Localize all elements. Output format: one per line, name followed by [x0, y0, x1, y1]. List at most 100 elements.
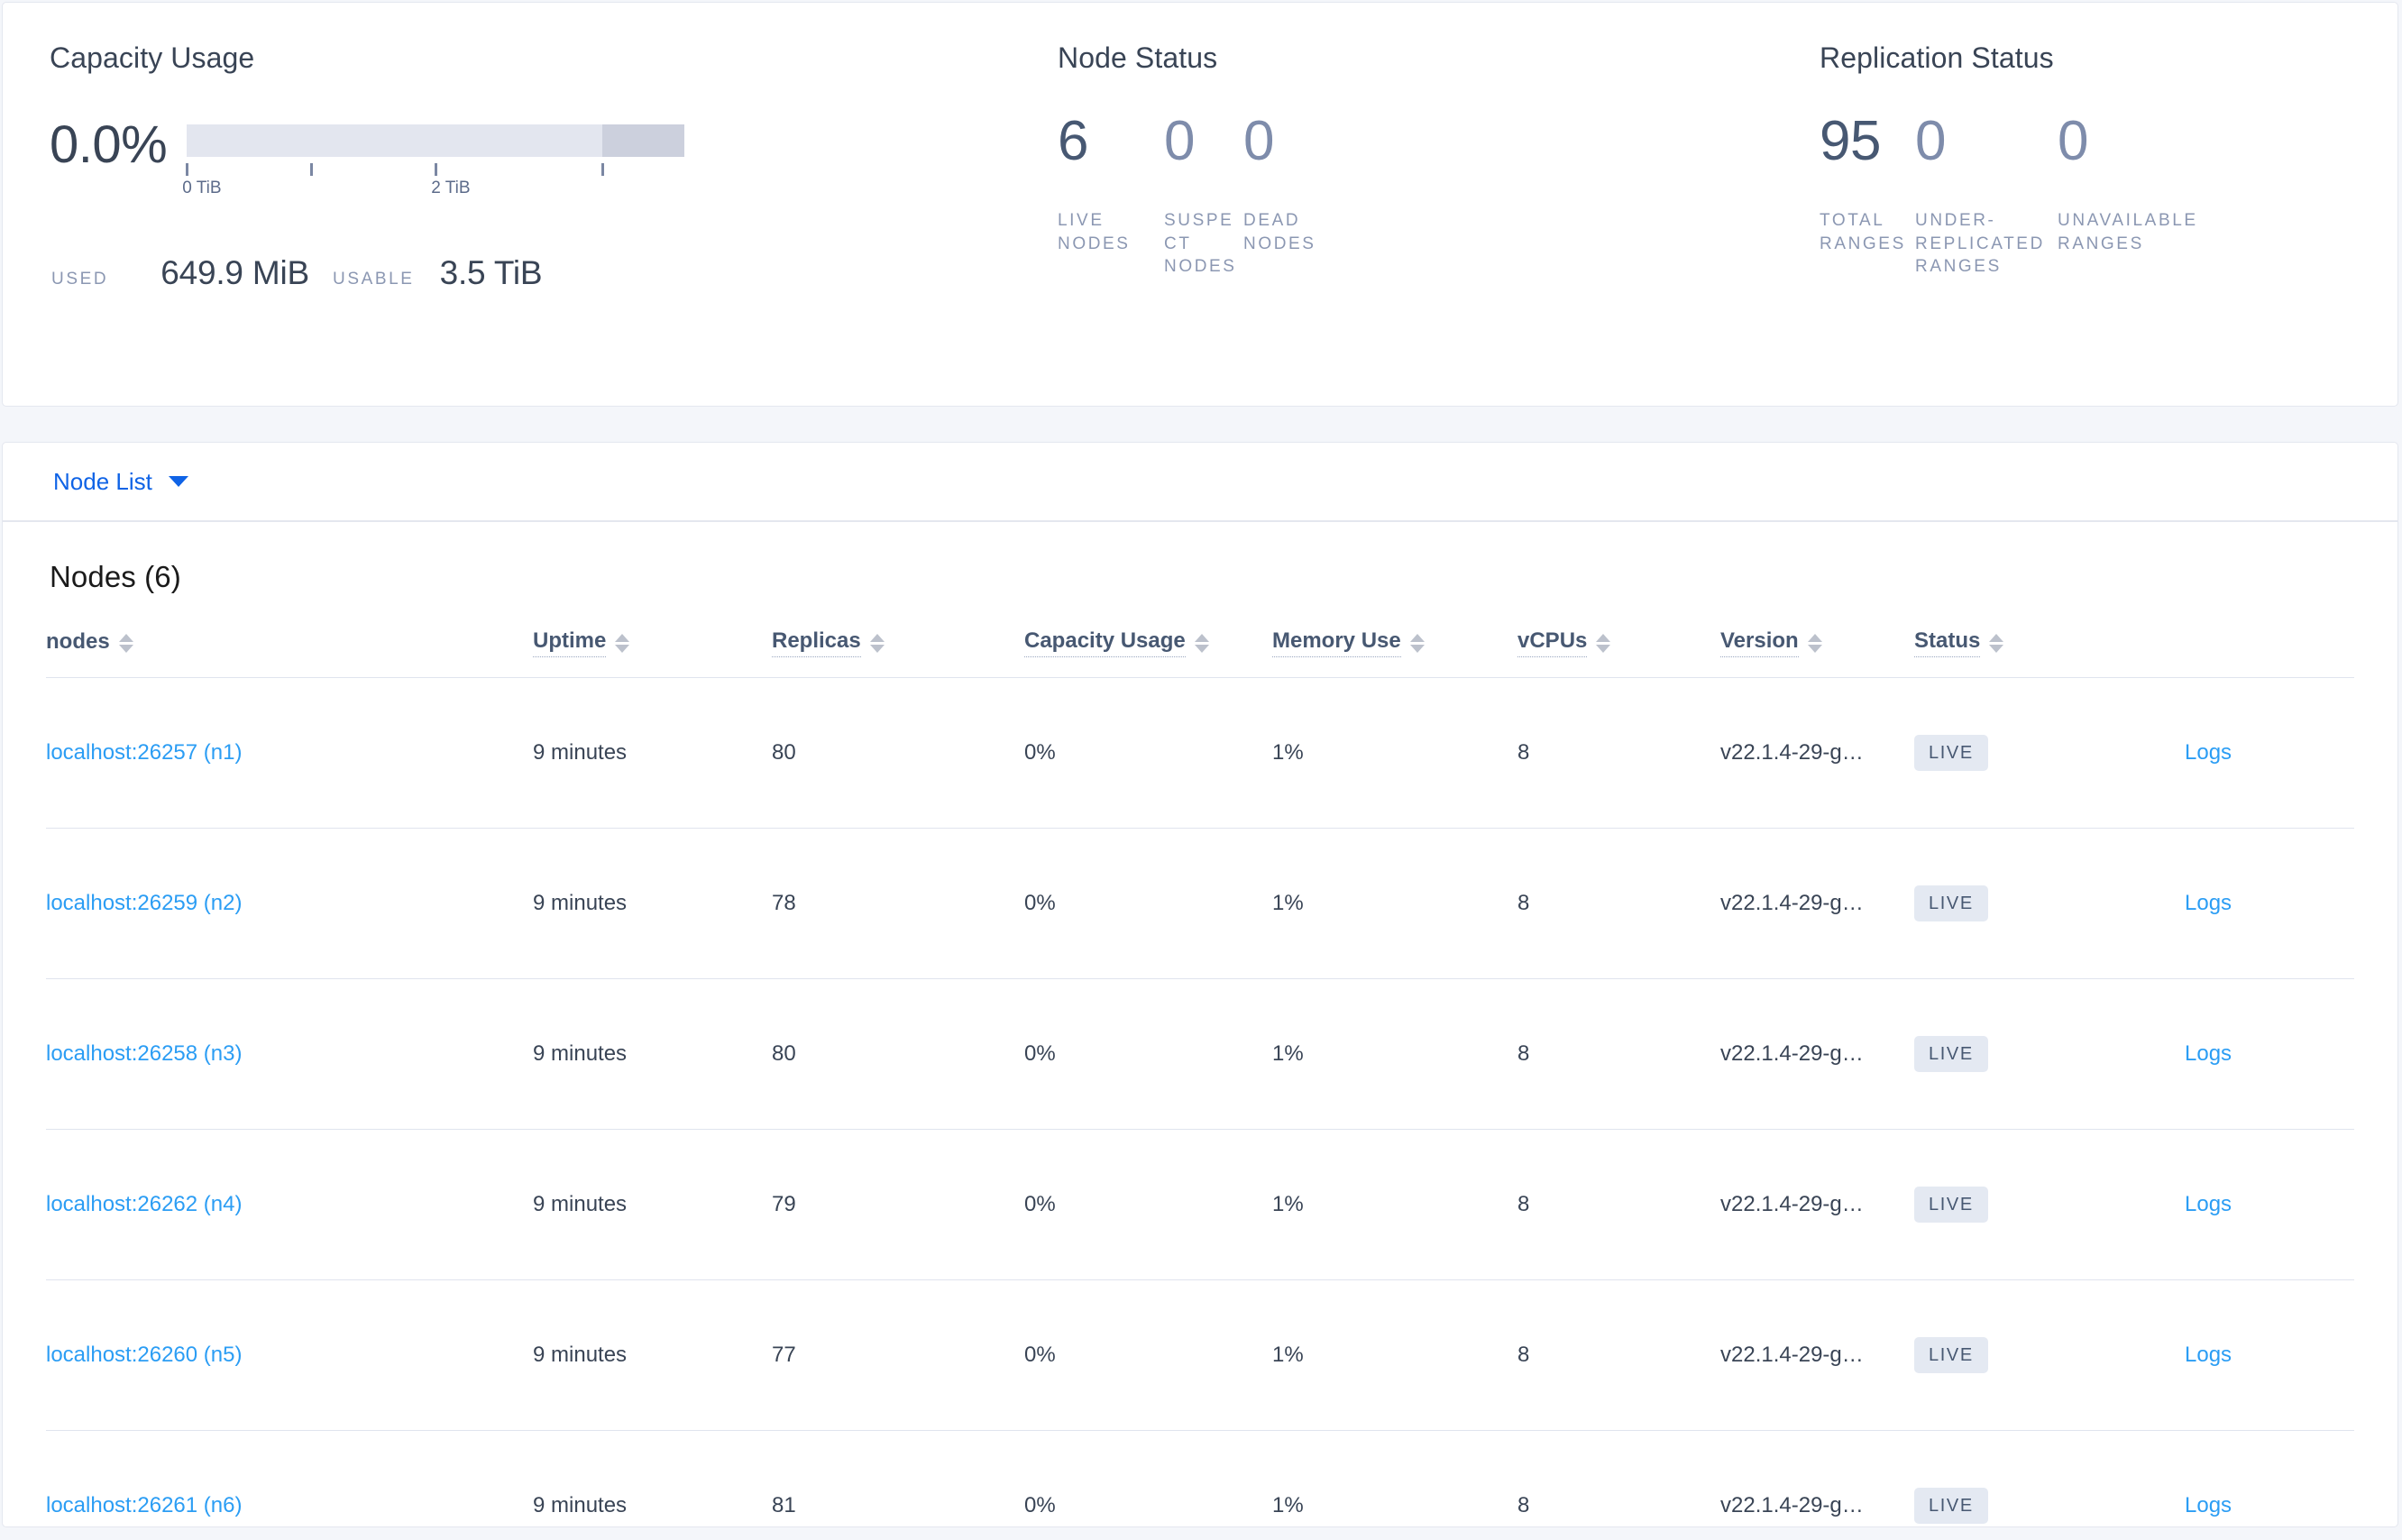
- capacity-axis-tick-1: [310, 163, 314, 177]
- usable-value: 3.5 TiB: [439, 254, 543, 292]
- cell-replicas: 80: [772, 978, 1024, 1130]
- replication-status-stat-2-value: 0: [2058, 110, 2088, 173]
- replication-status-stat-2: 0 UNAVAILABLE RANGES: [2058, 114, 2220, 279]
- cell-capacity-usage: 0%: [1024, 1279, 1272, 1431]
- sort-toggle-icon[interactable]: [1596, 633, 1611, 653]
- cell-memory-use: 1%: [1272, 828, 1517, 979]
- node-list-card: Nodes (6) nodes Uptime Replicas Capacity Us…: [2, 521, 2398, 1527]
- sort-toggle-icon[interactable]: [615, 633, 630, 653]
- nodes-table-header-row: nodes Uptime Replicas Capacity Usage Memory …: [46, 628, 2354, 678]
- column-header-node[interactable]: nodes: [46, 628, 533, 678]
- logs-link[interactable]: Logs: [2185, 1041, 2232, 1066]
- cell-logs: Logs: [2185, 1129, 2354, 1280]
- capacity-percent-value: 0.0%: [50, 115, 168, 175]
- cell-memory-use: 1%: [1272, 1129, 1517, 1280]
- cell-vcpus: 8: [1517, 828, 1720, 979]
- cell-replicas: 80: [772, 677, 1024, 829]
- node-link[interactable]: localhost:26259 (n2): [46, 891, 243, 915]
- node-list-dropdown[interactable]: Node List: [53, 468, 188, 496]
- used-value: 649.9 MiB: [160, 254, 309, 292]
- capacity-usage-chart-row: 0.0% 0 TiB 2 TiB: [50, 115, 1049, 198]
- cell-status: LIVE: [1914, 1129, 2185, 1280]
- capacity-axis-label-0: 0 TiB: [182, 179, 222, 198]
- node-status-stat-2-value: 0: [1243, 110, 1274, 173]
- node-status-stats: 6 LIVE NODES 0 SUSPECT NODES 0 DEAD NODES: [1058, 114, 1811, 279]
- logs-link[interactable]: Logs: [2185, 740, 2232, 765]
- replication-status-stat-0-value: 95: [1820, 110, 1881, 173]
- node-status-title: Node Status: [1058, 41, 1218, 74]
- column-header-version[interactable]: Version: [1720, 628, 1914, 678]
- logs-link[interactable]: Logs: [2185, 891, 2232, 915]
- capacity-bar: [187, 124, 685, 158]
- table-row: localhost:26257 (n1) 9 minutes 80 0% 1% 8 v22.…: [46, 677, 2354, 829]
- replication-status-stats: 95 TOTAL RANGES 0 UNDER-REPLICATED RANGES 0 U…: [1820, 114, 2397, 279]
- column-header-vcpus[interactable]: vCPUs: [1517, 628, 1720, 678]
- node-link[interactable]: localhost:26260 (n5): [46, 1343, 243, 1367]
- cell-uptime: 9 minutes: [533, 1129, 772, 1280]
- cell-status: LIVE: [1914, 677, 2185, 829]
- cell-replicas: 81: [772, 1430, 1024, 1526]
- replication-status-stat-2-label: UNAVAILABLE RANGES: [2058, 211, 2198, 253]
- column-header-capacity[interactable]: Capacity Usage: [1024, 628, 1272, 678]
- capacity-bar-remainder-segment: [602, 124, 685, 158]
- node-link[interactable]: localhost:26261 (n6): [46, 1493, 243, 1517]
- cell-node-name: localhost:26261 (n6): [46, 1430, 533, 1526]
- replication-status-stat-1-label: UNDER-REPLICATED RANGES: [1915, 211, 2045, 277]
- capacity-bar-chart: 0 TiB 2 TiB: [182, 124, 685, 198]
- logs-link[interactable]: Logs: [2185, 1192, 2232, 1216]
- replication-status-title: Replication Status: [1820, 41, 2054, 74]
- cell-logs: Logs: [2185, 1430, 2354, 1526]
- cell-uptime: 9 minutes: [533, 1430, 772, 1526]
- cell-memory-use: 1%: [1272, 677, 1517, 829]
- cell-node-name: localhost:26257 (n1): [46, 677, 533, 829]
- cell-replicas: 79: [772, 1129, 1024, 1280]
- column-header-memory-label: Memory Use: [1272, 628, 1401, 657]
- cell-node-name: localhost:26258 (n3): [46, 978, 533, 1130]
- table-row: localhost:26258 (n3) 9 minutes 80 0% 1% 8 v22.…: [46, 978, 2354, 1130]
- column-header-logs: [2185, 628, 2354, 678]
- sort-toggle-icon[interactable]: [1807, 633, 1822, 653]
- node-link[interactable]: localhost:26262 (n4): [46, 1192, 243, 1216]
- sort-toggle-icon[interactable]: [1409, 633, 1425, 653]
- cell-version: v22.1.4-29-g…: [1720, 828, 1914, 979]
- cell-uptime: 9 minutes: [533, 677, 772, 829]
- sort-toggle-icon[interactable]: [118, 634, 133, 653]
- capacity-axis-tick-2: [435, 163, 438, 177]
- node-link[interactable]: localhost:26257 (n1): [46, 740, 243, 765]
- cell-version: v22.1.4-29-g…: [1720, 677, 1914, 829]
- column-header-vcpus-label: vCPUs: [1517, 628, 1588, 657]
- capacity-axis-tick-3: [601, 163, 605, 177]
- node-status-stat-0: 6 LIVE NODES: [1058, 114, 1164, 279]
- cell-logs: Logs: [2185, 978, 2354, 1130]
- capacity-axis-ticks: [186, 163, 684, 177]
- cell-replicas: 77: [772, 1279, 1024, 1431]
- cell-capacity-usage: 0%: [1024, 677, 1272, 829]
- sort-toggle-icon[interactable]: [869, 633, 885, 653]
- cell-logs: Logs: [2185, 677, 2354, 829]
- node-link[interactable]: localhost:26258 (n3): [46, 1041, 243, 1066]
- sort-toggle-icon[interactable]: [1194, 633, 1209, 653]
- column-header-status[interactable]: Status: [1914, 628, 2185, 678]
- column-header-uptime[interactable]: Uptime: [533, 628, 772, 678]
- column-header-memory[interactable]: Memory Use: [1272, 628, 1517, 678]
- cell-uptime: 9 minutes: [533, 1279, 772, 1431]
- capacity-usage-title: Capacity Usage: [50, 41, 255, 74]
- cell-logs: Logs: [2185, 1279, 2354, 1431]
- cell-memory-use: 1%: [1272, 1430, 1517, 1526]
- node-status-stat-0-label: LIVE NODES: [1058, 211, 1131, 253]
- column-header-replicas[interactable]: Replicas: [772, 628, 1024, 678]
- cell-version: v22.1.4-29-g…: [1720, 978, 1914, 1130]
- node-status-stat-2: 0 DEAD NODES: [1243, 114, 1352, 279]
- cluster-summary-card: Capacity Usage 0.0% 0 TiB 2 TiB USED 649.…: [2, 2, 2398, 407]
- nodes-table-title: Nodes (6): [50, 560, 181, 593]
- table-row: localhost:26262 (n4) 9 minutes 79 0% 1% 8 v22.…: [46, 1129, 2354, 1280]
- logs-link[interactable]: Logs: [2185, 1343, 2232, 1367]
- column-header-capacity-label: Capacity Usage: [1024, 628, 1186, 657]
- node-status-stat-1-label: SUSPECT NODES: [1164, 211, 1237, 277]
- capacity-axis-labels: 0 TiB 2 TiB: [182, 179, 684, 198]
- sort-toggle-icon[interactable]: [1989, 633, 2004, 653]
- logs-link[interactable]: Logs: [2185, 1493, 2232, 1517]
- cell-status: LIVE: [1914, 1430, 2185, 1526]
- cell-node-name: localhost:26260 (n5): [46, 1279, 533, 1431]
